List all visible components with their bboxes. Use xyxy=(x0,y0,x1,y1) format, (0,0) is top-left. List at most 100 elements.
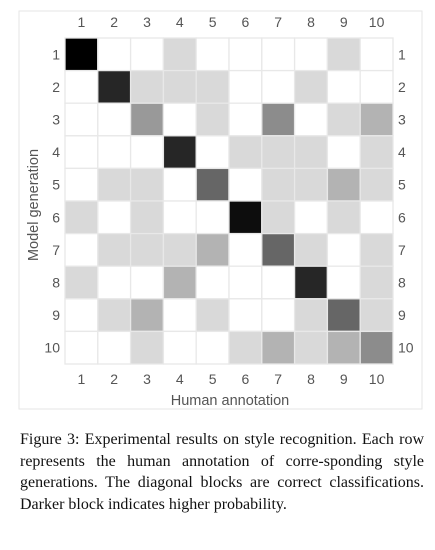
left-tick-labels: 1 2 3 4 5 6 7 8 9 10 xyxy=(44,46,60,355)
heatmap-cell-r3-c1 xyxy=(64,102,99,137)
heatmap-cell-r10-c9 xyxy=(326,330,361,365)
heatmap-cell-r7-c9 xyxy=(326,232,361,267)
heatmap-cell-r10-c4 xyxy=(162,330,197,365)
heatmap-cell-r5-c8 xyxy=(293,167,329,202)
heatmap-cell-r3-c6 xyxy=(228,102,263,137)
top-tick-label-7: 7 xyxy=(274,14,282,30)
heatmap-cell-r8-c5 xyxy=(195,265,230,300)
heatmap-cell-r10-c3 xyxy=(129,330,165,365)
heatmap-cell-r4-c6 xyxy=(228,135,263,170)
heatmap-cell-r8-c10 xyxy=(359,265,394,300)
heatmap-cell-r8-c8 xyxy=(293,265,329,300)
heatmap-cell-r4-c9 xyxy=(326,135,361,170)
bottom-tick-labels: 1 2 3 4 5 6 7 8 9 10 xyxy=(78,371,385,387)
heatmap-cell-r6-c9 xyxy=(326,200,361,235)
bottom-tick-label-9: 9 xyxy=(340,371,348,387)
right-tick-label-10: 10 xyxy=(398,340,414,356)
heatmap-cell-r4-c3 xyxy=(129,135,165,170)
left-tick-label-9: 9 xyxy=(52,307,60,323)
figure-caption: Figure 3: Experimental results on style … xyxy=(20,429,424,515)
top-tick-label-9: 9 xyxy=(340,14,348,30)
heatmap-cell-r1-c6 xyxy=(228,37,263,72)
top-tick-label-10: 10 xyxy=(369,14,385,30)
top-tick-label-2: 2 xyxy=(110,14,118,30)
right-tick-label-2: 2 xyxy=(398,79,406,95)
heatmap-cell-r9-c1 xyxy=(64,298,99,333)
heatmap-cell-r10-c8 xyxy=(293,330,329,365)
heatmap-cell-r1-c2 xyxy=(97,37,132,72)
left-tick-label-3: 3 xyxy=(52,112,60,128)
heatmap-cell-r6-c6 xyxy=(228,200,263,235)
caption-label: Figure 3: xyxy=(20,431,80,448)
heatmap-cell-r4-c10 xyxy=(359,135,394,170)
heatmap-cell-r1-c8 xyxy=(293,37,329,72)
heatmap-cell-r9-c9 xyxy=(326,298,361,333)
heatmap-cell-r8-c1 xyxy=(64,265,99,300)
heatmap-cell-r2-c10 xyxy=(359,69,394,104)
heatmap-cell-r2-c5 xyxy=(195,69,230,104)
bottom-tick-label-4: 4 xyxy=(176,371,184,387)
right-tick-label-9: 9 xyxy=(398,307,406,323)
heatmap-cell-r1-c5 xyxy=(195,37,230,72)
heatmap-cell-r6-c1 xyxy=(64,200,99,235)
bottom-tick-label-6: 6 xyxy=(242,371,250,387)
heatmap-cell-r6-c8 xyxy=(293,200,329,235)
heatmap-cell-r6-c5 xyxy=(195,200,230,235)
heatmap-cell-r6-c3 xyxy=(129,200,165,235)
heatmap-cell-r6-c10 xyxy=(359,200,394,235)
top-tick-label-3: 3 xyxy=(143,14,151,30)
heatmap-cell-r1-c10 xyxy=(359,37,394,72)
heatmap-cell-r8-c7 xyxy=(261,265,296,300)
heatmap-cell-r7-c10 xyxy=(359,232,394,267)
heatmap-cell-r6-c7 xyxy=(261,200,296,235)
right-tick-label-8: 8 xyxy=(398,275,406,291)
plot-frame xyxy=(18,10,423,410)
right-tick-label-3: 3 xyxy=(398,112,406,128)
heatmap-cell-r10-c7 xyxy=(261,330,296,365)
heatmap-cell-r7-c3 xyxy=(129,232,165,267)
heatmap-cell-r8-c3 xyxy=(129,265,165,300)
heatmap-cell-r8-c4 xyxy=(162,265,197,300)
bottom-tick-label-8: 8 xyxy=(307,371,315,387)
right-tick-label-4: 4 xyxy=(398,144,406,160)
heatmap-cell-r5-c4 xyxy=(162,167,197,202)
y-axis-label: Model generation xyxy=(26,149,42,261)
heatmap-cell-r9-c7 xyxy=(261,298,296,333)
heatmap-cells xyxy=(64,37,394,365)
right-tick-label-5: 5 xyxy=(398,177,406,193)
heatmap-cell-r7-c2 xyxy=(97,232,132,267)
heatmap-cell-r2-c2 xyxy=(97,69,132,104)
heatmap-cell-r3-c4 xyxy=(162,102,197,137)
left-tick-label-5: 5 xyxy=(52,177,60,193)
right-tick-labels: 1 2 3 4 5 6 7 8 9 10 xyxy=(398,46,414,355)
heatmap-cell-r9-c5 xyxy=(195,298,230,333)
heatmap-cell-r9-c10 xyxy=(359,298,394,333)
right-tick-label-6: 6 xyxy=(398,209,406,225)
heatmap-cell-r7-c5 xyxy=(195,232,230,267)
bottom-tick-label-3: 3 xyxy=(143,371,151,387)
left-tick-label-2: 2 xyxy=(52,79,60,95)
heatmap-cell-r5-c3 xyxy=(129,167,165,202)
heatmap-cell-r5-c9 xyxy=(326,167,361,202)
right-tick-label-1: 1 xyxy=(398,46,406,62)
heatmap-cell-r5-c1 xyxy=(64,167,99,202)
heatmap-cell-r10-c1 xyxy=(64,330,99,365)
left-tick-label-1: 1 xyxy=(52,46,60,62)
heatmap-cell-r4-c1 xyxy=(64,135,99,170)
top-tick-label-5: 5 xyxy=(209,14,217,30)
heatmap-cell-r2-c6 xyxy=(228,69,263,104)
heatmap-cell-r5-c7 xyxy=(261,167,296,202)
heatmap-cell-r10-c10 xyxy=(359,330,394,365)
heatmap-cell-r4-c2 xyxy=(97,135,132,170)
heatmap-cell-r5-c2 xyxy=(97,167,132,202)
heatmap-cell-r2-c7 xyxy=(261,69,296,104)
heatmap-cell-r7-c6 xyxy=(228,232,263,267)
heatmap-cell-r3-c10 xyxy=(359,102,394,137)
heatmap-cell-r10-c6 xyxy=(228,330,263,365)
top-tick-label-4: 4 xyxy=(176,14,184,30)
heatmap-cell-r2-c8 xyxy=(293,69,329,104)
heatmap-cell-r2-c4 xyxy=(162,69,197,104)
heatmap-cell-r8-c6 xyxy=(228,265,263,300)
heatmap-cell-r3-c5 xyxy=(195,102,230,137)
top-tick-label-6: 6 xyxy=(242,14,250,30)
